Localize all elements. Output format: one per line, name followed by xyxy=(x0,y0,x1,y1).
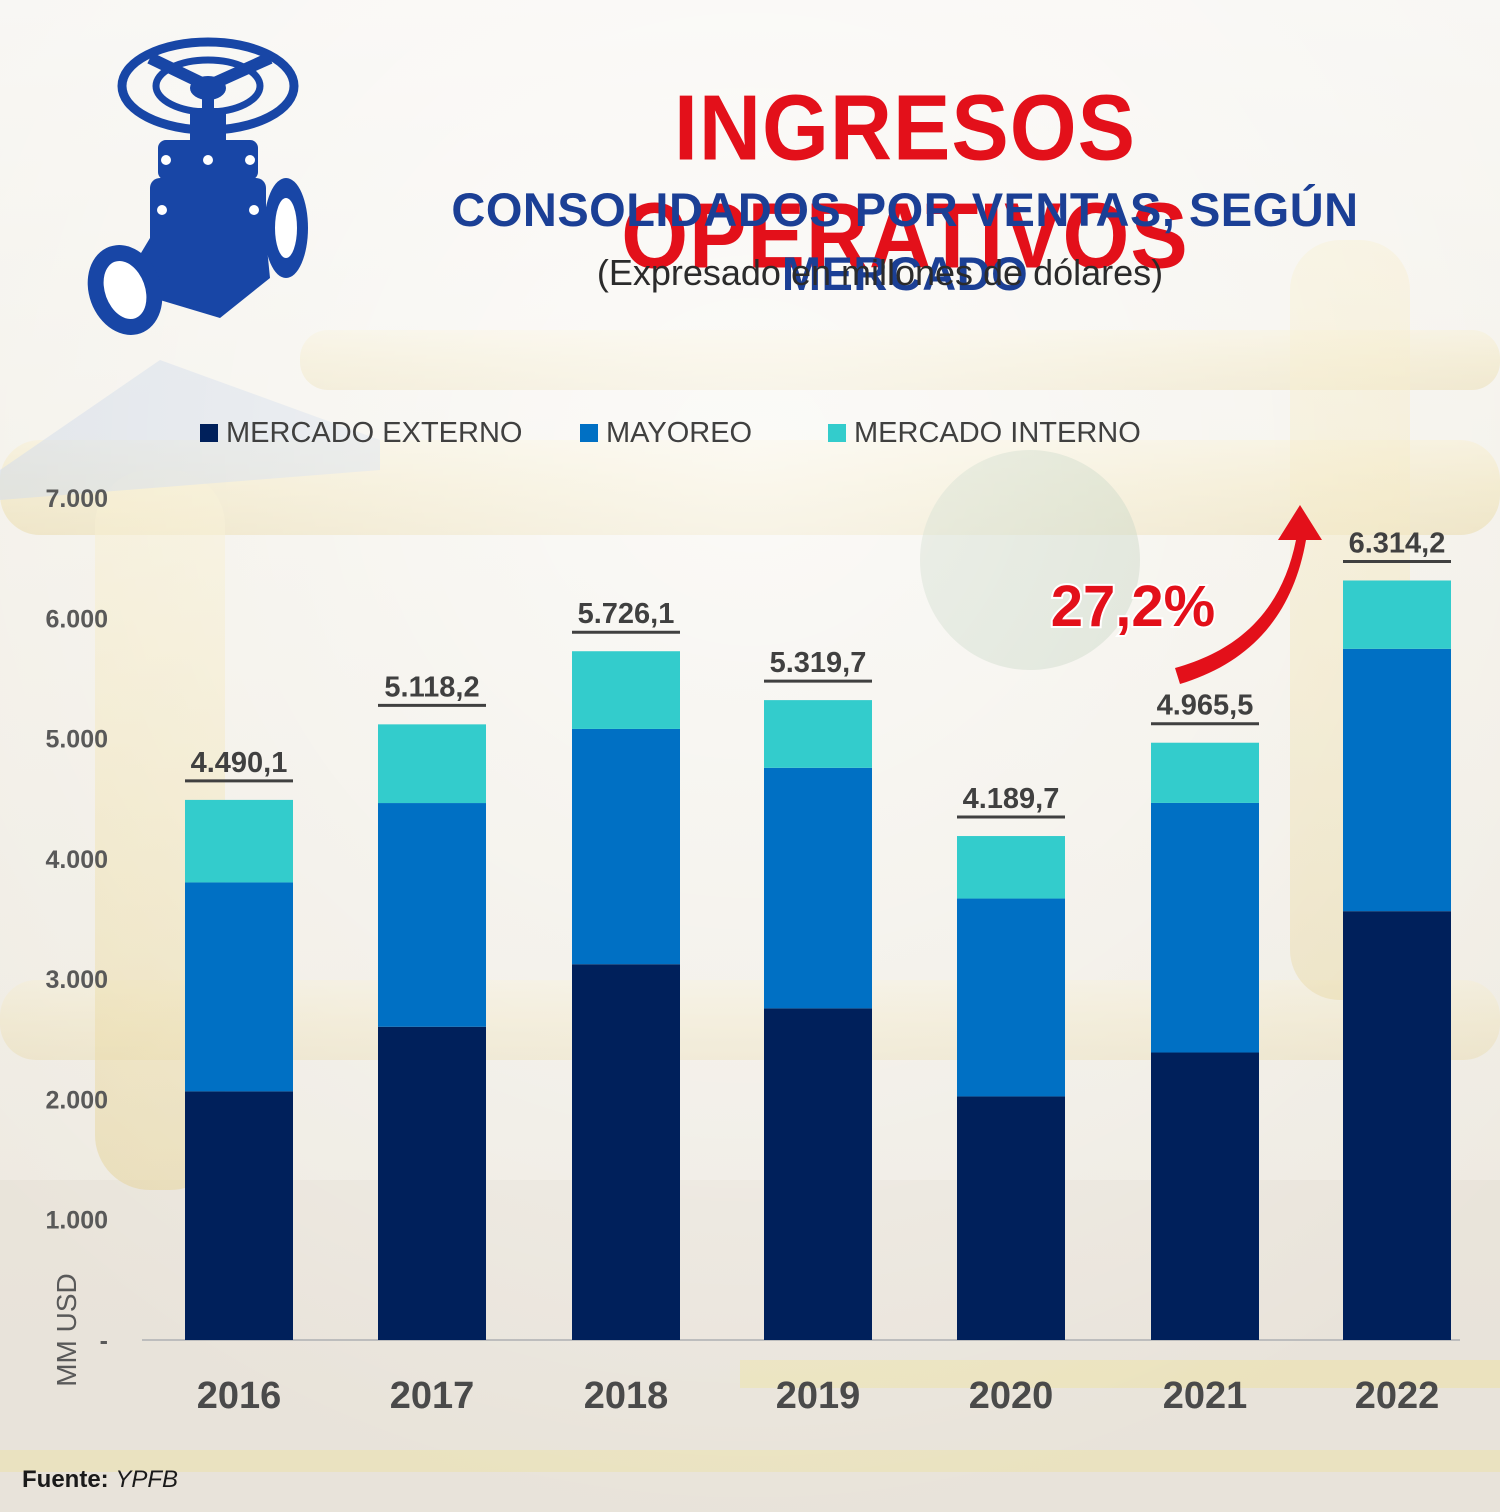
y-tick-label: 1.000 xyxy=(45,1207,108,1235)
bar-segment-mercado-interno xyxy=(764,700,872,768)
bar-segment-mercado-externo xyxy=(185,1091,293,1340)
x-tick-label: 2021 xyxy=(1163,1375,1248,1417)
bar-total-label: 4.965,5 xyxy=(1157,690,1254,722)
bar-segment-mercado-externo xyxy=(378,1026,486,1340)
bar-total-label: 4.189,7 xyxy=(963,783,1060,815)
x-tick-label: 2020 xyxy=(969,1375,1054,1417)
x-tick-label: 2016 xyxy=(197,1375,282,1417)
y-tick-label: 4.000 xyxy=(45,846,108,874)
bar-segment-mayoreo xyxy=(572,728,680,965)
y-tick-label: 2.000 xyxy=(45,1086,108,1114)
legend-swatch xyxy=(580,424,598,442)
bar-segment-mercado-externo xyxy=(764,1008,872,1340)
bar-segment-mayoreo xyxy=(764,767,872,1009)
bar-segment-mercado-interno xyxy=(957,836,1065,899)
bar-segment-mercado-interno xyxy=(1151,742,1259,803)
source-label: Fuente: xyxy=(22,1466,109,1493)
valve-pipe-icon xyxy=(87,37,308,335)
bar-segment-mayoreo xyxy=(1151,802,1259,1053)
growth-percentage-label: 27,2% xyxy=(1051,574,1215,639)
bar-segment-mercado-interno xyxy=(1343,580,1451,649)
legend-label: MERCADO EXTERNO xyxy=(226,417,522,449)
growth-arrow-icon xyxy=(1175,505,1322,684)
x-tick-label: 2017 xyxy=(390,1375,475,1417)
bar-segment-mercado-interno xyxy=(572,651,680,729)
bar-total-label: 6.314,2 xyxy=(1349,527,1446,559)
legend-swatch xyxy=(828,424,846,442)
bar-total-label: 5.118,2 xyxy=(384,671,479,703)
y-tick-label: 5.000 xyxy=(45,726,108,754)
legend-label: MAYOREO xyxy=(606,417,752,449)
bar-total-label: 4.490,1 xyxy=(191,747,288,779)
bar-segment-mayoreo xyxy=(378,803,486,1027)
y-axis-label: MM USD xyxy=(51,1273,82,1387)
bar-total-label: 5.726,1 xyxy=(578,598,675,630)
bar-segment-mercado-interno xyxy=(378,724,486,804)
bar-segment-mercado-externo xyxy=(957,1096,1065,1340)
source-note: Fuente: YPFB xyxy=(22,1466,178,1494)
chart-subtitle: CONSOLIDADOS POR VENTAS, SEGÚN MERCADO xyxy=(451,183,1359,300)
bar-segment-mercado-interno xyxy=(185,799,293,883)
bar-segment-mercado-externo xyxy=(572,964,680,1340)
y-tick-label: - xyxy=(100,1327,108,1355)
unit-note: (Expresado en millones de dólares) xyxy=(596,252,1164,293)
bar-total-label: 5.319,7 xyxy=(770,647,867,679)
bar-segment-mayoreo xyxy=(1343,648,1451,912)
source-value: YPFB xyxy=(115,1466,179,1493)
bar-segment-mayoreo xyxy=(185,882,293,1092)
chart-title: INGRESOS OPERATIVOS xyxy=(621,76,1189,288)
x-tick-label: 2018 xyxy=(584,1375,669,1417)
bar-segment-mayoreo xyxy=(957,898,1065,1097)
y-tick-label: 3.000 xyxy=(45,966,108,994)
y-tick-label: 7.000 xyxy=(45,485,108,513)
y-tick-label: 6.000 xyxy=(45,605,108,633)
x-tick-label: 2022 xyxy=(1355,1375,1440,1417)
legend-swatch xyxy=(200,424,218,442)
bar-segment-mercado-externo xyxy=(1151,1052,1259,1340)
legend-label: MERCADO INTERNO xyxy=(854,417,1141,449)
x-tick-label: 2019 xyxy=(776,1375,861,1417)
bar-segment-mercado-externo xyxy=(1343,911,1451,1340)
